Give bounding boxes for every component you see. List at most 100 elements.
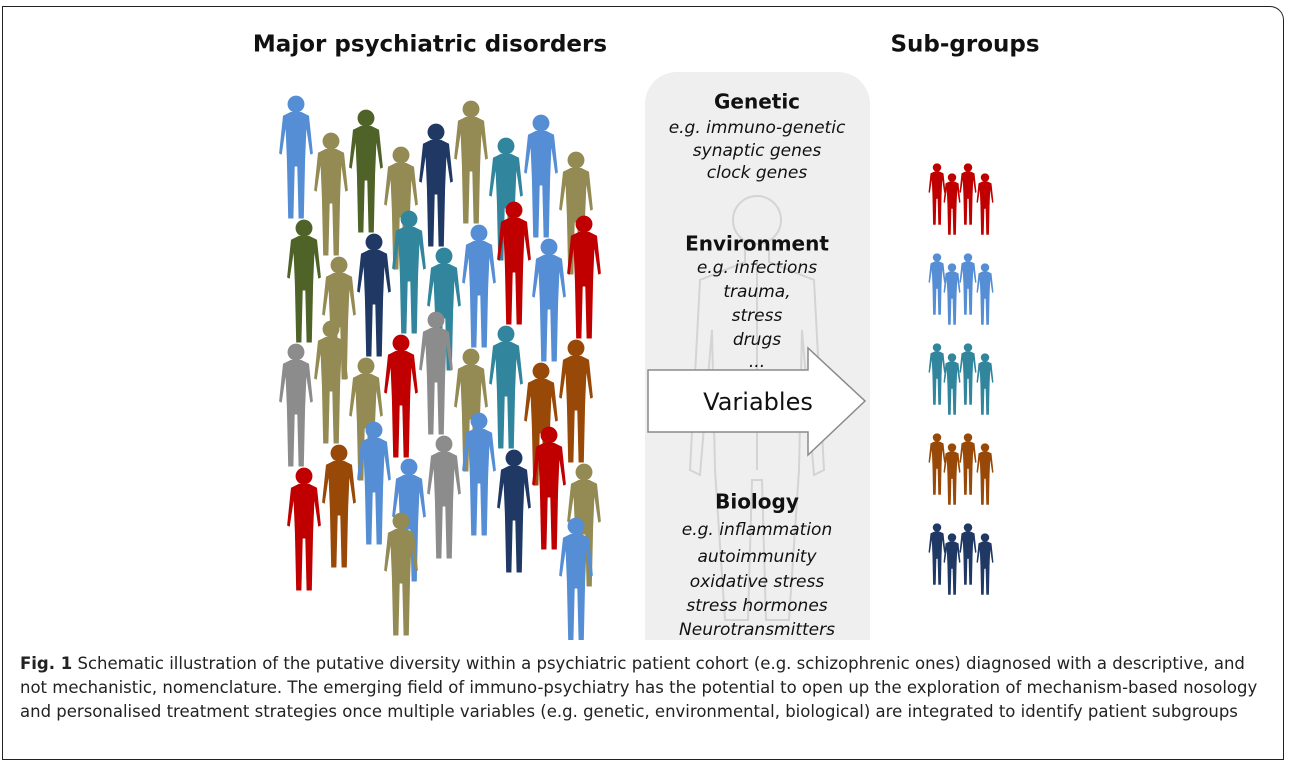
person-body [960, 351, 977, 404]
right-title: Sub-groups [890, 32, 1039, 58]
person-body [960, 261, 977, 314]
person-body [384, 529, 418, 636]
person-icon [419, 124, 453, 247]
person-head [463, 349, 480, 366]
person-head [401, 459, 418, 476]
person-icon [944, 263, 961, 324]
person-icon [944, 533, 961, 594]
caption-label: Fig. 1 [20, 654, 72, 673]
section-item: Neurotransmitters [679, 620, 835, 640]
person-icon [977, 263, 994, 324]
person-head [506, 202, 523, 219]
person-body [287, 236, 321, 343]
person-body [929, 171, 946, 224]
person-body [489, 342, 523, 449]
person-head [331, 257, 348, 274]
page: Major psychiatric disorders Sub-groups V… [0, 0, 1290, 768]
person-head [498, 138, 515, 155]
person-head [393, 335, 410, 352]
person-head [471, 413, 488, 430]
person-icon [929, 343, 946, 404]
person-head [964, 253, 972, 261]
person-head [981, 533, 989, 541]
person-body [929, 351, 946, 404]
section-item: stress [732, 306, 783, 326]
person-body [532, 255, 566, 362]
section-item: autoimmunity [697, 547, 817, 567]
person-icon [977, 443, 994, 504]
person-body [960, 441, 977, 494]
section-heading: Biology [715, 490, 799, 514]
person-icon [287, 220, 321, 343]
person-body [357, 250, 391, 357]
person-head [393, 147, 410, 164]
person-body [977, 271, 994, 324]
arrow-label: Variables [703, 388, 813, 416]
person-head [498, 326, 515, 343]
person-body [960, 171, 977, 224]
person-head [323, 133, 340, 150]
person-head [568, 518, 585, 535]
person-head [964, 163, 972, 171]
person-head [428, 312, 445, 329]
person-icon [279, 344, 313, 467]
person-head [948, 263, 956, 271]
person-icon [497, 450, 531, 573]
person-head [366, 422, 383, 439]
section-heading: Environment [685, 232, 829, 256]
person-icon [929, 433, 946, 494]
person-icon [977, 353, 994, 414]
person-head [933, 253, 941, 261]
person-body [944, 271, 961, 324]
person-body [559, 356, 593, 463]
left-title: Major psychiatric disorders [253, 32, 607, 58]
section-item: drugs [733, 330, 781, 350]
figure: Major psychiatric disorders Sub-groups V… [0, 0, 1290, 640]
person-body [960, 531, 977, 584]
person-icon [960, 343, 977, 404]
person-head [296, 220, 313, 237]
person-body [384, 351, 418, 458]
caption: Fig. 1 Schematic illustration of the put… [20, 652, 1260, 724]
person-head [964, 523, 972, 531]
person-head [506, 450, 523, 467]
person-head [568, 152, 585, 169]
person-icon [384, 335, 418, 458]
person-body [497, 466, 531, 573]
person-icon [314, 133, 348, 256]
person-icon [929, 163, 946, 224]
person-head [933, 343, 941, 351]
person-body [977, 181, 994, 234]
person-head [981, 443, 989, 451]
person-head [393, 513, 410, 530]
section-item: e.g. infections [697, 258, 817, 278]
person-icon [322, 445, 356, 568]
person-head [933, 163, 941, 171]
person-icon [279, 96, 313, 219]
person-head [471, 225, 488, 242]
person-body [944, 541, 961, 594]
person-icon [559, 340, 593, 463]
section-item: clock genes [707, 163, 808, 183]
person-body [944, 451, 961, 504]
person-body [929, 261, 946, 314]
person-head [948, 173, 956, 181]
person-icon [960, 163, 977, 224]
person-body [462, 241, 496, 348]
person-body [392, 227, 426, 334]
section-item: oxidative stress [690, 572, 825, 592]
person-body [929, 441, 946, 494]
section-item: e.g. immuno-genetic [669, 118, 846, 138]
person-head [288, 96, 305, 113]
person-body [287, 484, 321, 591]
person-body [419, 328, 453, 435]
person-head [568, 340, 585, 357]
person-head [948, 533, 956, 541]
person-icon [287, 468, 321, 591]
person-icon [489, 326, 523, 449]
person-body [567, 232, 601, 339]
person-body [944, 361, 961, 414]
person-body [454, 117, 488, 224]
person-body [559, 534, 593, 640]
person-body [314, 337, 348, 444]
